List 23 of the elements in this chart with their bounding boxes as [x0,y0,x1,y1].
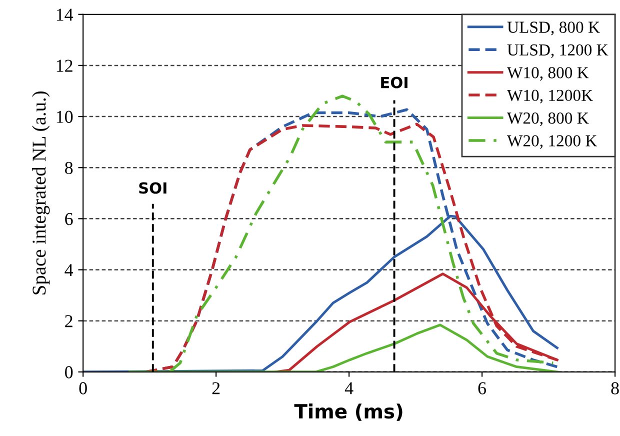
legend-label: W10, 800 K [507,67,589,81]
y-tick-label: 0 [65,366,73,378]
x-tick-label: 4 [344,382,354,394]
legend-label: W10, 1200K [507,90,593,104]
y-tick-label: 6 [65,212,73,226]
ref-line-label: EOI [381,76,408,88]
y-tick-label: 8 [65,162,73,174]
x-tick-label: 2 [212,382,220,394]
x-axis-title: Time (ms) [294,404,402,421]
y-axis-title: Space integrated NL (a.u.) [32,92,50,294]
x-tick-label: 0 [79,382,87,394]
y-tick-label: 14 [56,8,74,21]
legend-label: ULSD, 1200 K [507,44,608,58]
y-tick-label: 10 [56,110,73,123]
legend-label: W20, 1200 K [507,135,598,149]
x-tick-label: 8 [611,382,619,394]
y-tick-label: 2 [65,315,72,328]
x-tick-label: 6 [478,382,486,394]
y-tick-label: 12 [56,60,72,72]
legend-label: ULSD, 800 K [507,22,600,36]
legend-label: W20, 800 K [507,112,589,126]
ref-line-label: SOI [139,182,166,194]
y-tick-label: 4 [64,264,74,276]
